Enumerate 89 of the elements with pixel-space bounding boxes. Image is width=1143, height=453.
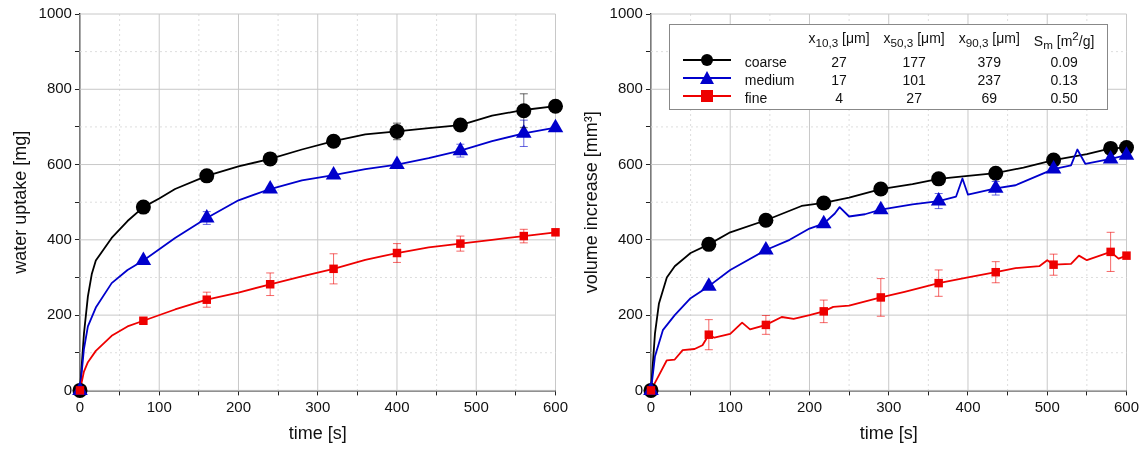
point	[547, 98, 563, 114]
y-tick-label: 200	[617, 305, 643, 323]
x-tick-label: 0	[75, 397, 85, 415]
annotation: 101	[901, 71, 927, 90]
annotation: 0.09	[1049, 53, 1079, 72]
point	[198, 209, 215, 223]
point	[930, 192, 947, 206]
point	[1118, 146, 1135, 160]
annotation: 17	[830, 71, 848, 90]
point	[819, 307, 828, 316]
y-tick-label: 600	[617, 154, 643, 172]
point	[139, 316, 148, 326]
y-tick-label: 400	[46, 229, 72, 247]
point	[262, 180, 278, 194]
x-tick-label: 400	[955, 397, 981, 415]
x-tick-label: 500	[1034, 397, 1060, 415]
x-tick-label: 200	[796, 397, 822, 415]
point	[547, 118, 564, 133]
x-tick-label: 200	[225, 397, 251, 415]
point	[135, 199, 151, 215]
annotation: S$_{m}$ [m$^{2}$/g]	[1032, 28, 1096, 54]
annotation: x$_{50,3}$ [μm]	[882, 28, 946, 51]
point	[815, 214, 832, 229]
annotation: 27	[905, 89, 923, 108]
point	[262, 151, 278, 167]
annotation: 379	[976, 53, 1002, 72]
legend-label: fine	[743, 89, 769, 108]
point	[325, 166, 342, 180]
x-tick-label: 0	[646, 397, 656, 415]
y-tick-label: 200	[46, 305, 72, 323]
point	[991, 267, 1000, 277]
y-tick-label: 0	[63, 380, 72, 398]
point	[934, 278, 943, 288]
point	[202, 295, 212, 304]
annotation: x$_{10,3}$ [μm]	[807, 28, 871, 51]
annotation: 4	[834, 89, 844, 108]
annotation: 0.13	[1049, 71, 1079, 90]
point	[456, 239, 465, 248]
x-tick-label: 300	[305, 397, 331, 415]
y-axis-title: volume increase [mm³]	[580, 111, 601, 294]
point	[551, 228, 560, 237]
point	[1106, 247, 1115, 257]
point	[135, 251, 152, 266]
y-tick-label: 400	[617, 229, 643, 247]
x-axis-title: time [s]	[288, 423, 347, 444]
annotation: 177	[901, 53, 927, 72]
legend-label: medium	[743, 71, 796, 90]
point	[758, 241, 774, 255]
x-axis-title: time [s]	[859, 423, 918, 444]
point	[389, 155, 405, 170]
annotation: 0.50	[1049, 89, 1079, 108]
y-axis-title: water uptake [mg]	[9, 130, 30, 275]
annotation: 237	[976, 71, 1002, 90]
point	[987, 179, 1004, 193]
point	[1045, 160, 1062, 174]
point	[1049, 260, 1058, 269]
point	[988, 165, 1004, 181]
x-tick-label: 100	[146, 397, 172, 415]
point	[701, 277, 717, 291]
point	[873, 200, 889, 215]
y-tick-label: 1000	[38, 4, 72, 22]
point	[701, 236, 717, 252]
point	[876, 293, 886, 302]
x-tick-label: 600	[542, 397, 568, 415]
y-tick-label: 0	[634, 380, 643, 398]
annotation: 27	[830, 53, 848, 72]
y-tick-label: 600	[46, 154, 72, 172]
point	[516, 103, 532, 119]
point	[931, 171, 947, 187]
point	[1122, 251, 1131, 260]
point	[704, 330, 714, 339]
point	[329, 264, 338, 274]
x-tick-label: 600	[1113, 397, 1139, 415]
point	[199, 168, 215, 184]
point	[515, 124, 532, 138]
legend-label: coarse	[743, 53, 788, 72]
x-tick-label: 300	[876, 397, 902, 415]
y-tick-label: 800	[46, 79, 72, 97]
point	[873, 181, 889, 197]
annotation: 69	[980, 89, 999, 108]
point	[816, 195, 832, 211]
y-tick-label: 1000	[609, 4, 643, 22]
x-tick-label: 500	[463, 397, 489, 415]
point	[1102, 149, 1119, 164]
x-tick-label: 100	[717, 397, 743, 415]
y-tick-label: 800	[617, 79, 643, 97]
annotation: x$_{90,3}$ [μm]	[957, 28, 1021, 51]
x-tick-label: 400	[384, 397, 410, 415]
point	[326, 133, 342, 149]
